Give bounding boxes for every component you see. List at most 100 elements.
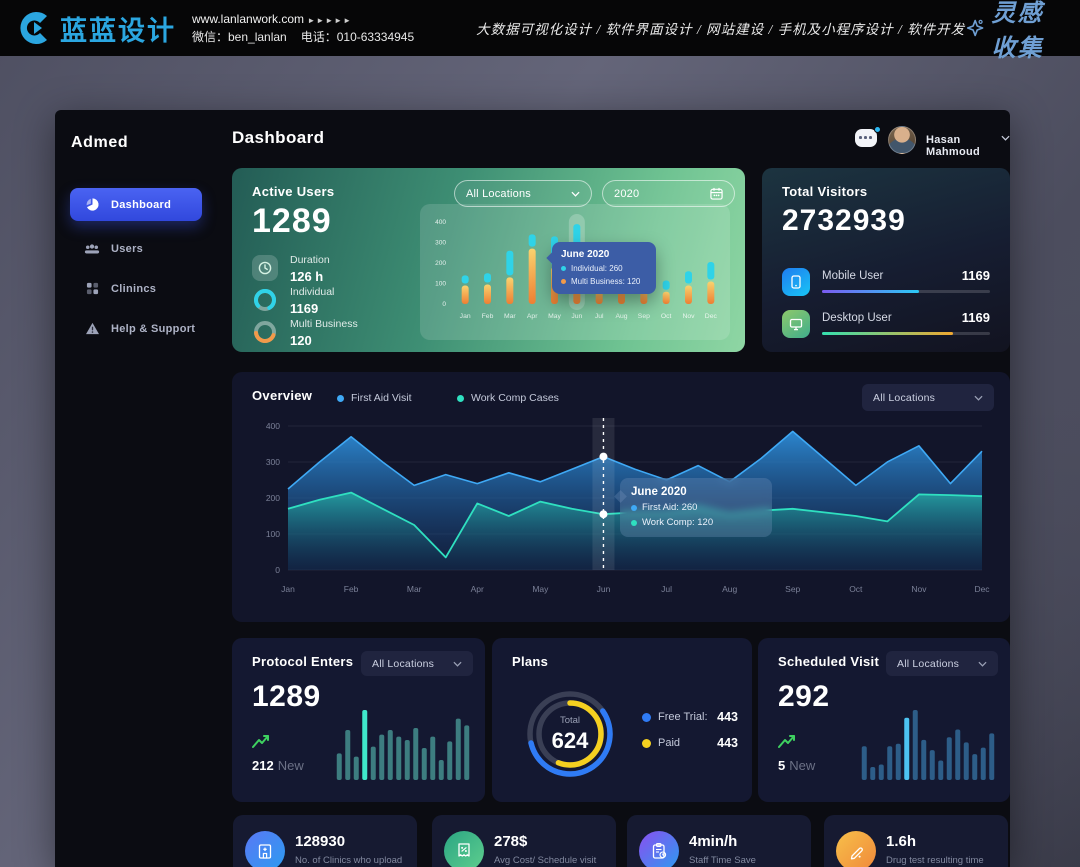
svg-text:300: 300 <box>266 457 280 467</box>
user-name[interactable]: Hasan Mahmoud <box>926 134 981 158</box>
svg-text:Aug: Aug <box>722 584 737 594</box>
location-dropdown[interactable]: All Locations <box>454 180 592 207</box>
svg-text:Mar: Mar <box>407 584 422 594</box>
stat-duration: Duration 126 h <box>252 250 330 286</box>
svg-text:Jun: Jun <box>597 584 611 594</box>
location-dropdown[interactable]: All Locations <box>361 651 473 676</box>
protocol-value: 1289 <box>252 680 321 713</box>
active-users-bar-chart: 400 300 200 100 0 Jan Feb Mar Apr May Jun Jul Aug Sep… <box>420 204 730 340</box>
svg-text:100: 100 <box>266 529 280 539</box>
svg-text:200: 200 <box>266 493 280 503</box>
sidebar-item-help-support[interactable]: Help & Support <box>70 312 202 345</box>
legend-dot <box>631 504 637 511</box>
ring-progress-icon <box>252 319 278 345</box>
arrows-decoration: ►►►►► <box>307 16 352 25</box>
legend-paid: Paid 443 <box>642 736 738 750</box>
chevron-down-icon[interactable] <box>1001 135 1010 141</box>
location-dropdown[interactable]: All Locations <box>886 651 998 676</box>
year-dropdown[interactable]: 2020 <box>602 180 735 207</box>
legend-dot <box>561 279 566 284</box>
legend-work-comp: Work Comp Cases <box>457 392 559 404</box>
card-title: Total Visitors <box>782 184 868 199</box>
page-title: Dashboard <box>232 128 325 147</box>
sidebar-item-clinics[interactable]: Clinincs <box>70 272 202 305</box>
protocol-enters-card: Protocol Enters All Locations 1289 212 Ne… <box>232 638 485 802</box>
total-visitors-card: Total Visitors 2732939 Mobile User 1169 … <box>762 168 1010 352</box>
progress-track <box>822 290 990 293</box>
svg-text:0: 0 <box>275 565 280 575</box>
svg-text:Aug: Aug <box>615 313 627 320</box>
card-title: Protocol Enters <box>252 654 354 669</box>
legend-dot <box>337 394 344 402</box>
lanlan-logo-icon <box>20 12 47 44</box>
collect-text: 灵感收集 <box>991 1 1044 62</box>
warning-triangle-icon <box>84 321 100 337</box>
banner-website: www.lanlanwork.com <box>192 12 305 26</box>
svg-text:May: May <box>548 313 561 320</box>
calendar-icon <box>710 187 723 200</box>
svg-text:Feb: Feb <box>344 584 359 594</box>
stat-value: 4min/h <box>689 833 738 850</box>
sidebar-item-users[interactable]: Users <box>70 232 202 265</box>
legend-dot <box>642 712 651 722</box>
stat-label: No. of Clinics who upload <box>295 855 403 866</box>
sidebar-item-label: Dashboard <box>111 198 172 211</box>
svg-text:Nov: Nov <box>682 313 695 320</box>
sidebar-item-dashboard[interactable]: Dashboard <box>70 188 202 221</box>
progress-fill <box>822 290 920 293</box>
pen-icon <box>836 831 876 867</box>
location-dropdown[interactable]: All Locations <box>862 384 994 411</box>
pie-chart-icon <box>84 197 100 213</box>
svg-text:100: 100 <box>435 281 446 288</box>
hospital-building-icon <box>245 831 285 867</box>
banner-contact: www.lanlanwork.com ►►►►► 微信：ben_lanlan 电话… <box>192 10 428 46</box>
banner-phone: 电话：010-63334945 <box>300 30 415 44</box>
svg-text:Nov: Nov <box>911 584 927 594</box>
protocol-mini-bar-chart <box>336 710 470 780</box>
stat-value: 1.6h <box>886 833 917 850</box>
card-title: Plans <box>512 654 549 669</box>
chat-bubble-icon <box>855 129 877 147</box>
desktop-monitor-icon <box>782 310 810 338</box>
svg-text:Jan: Jan <box>460 313 471 320</box>
legend-free-trial: Free Trial: 443 <box>642 710 738 724</box>
svg-text:Oct: Oct <box>661 313 672 320</box>
scheduled-value: 292 <box>778 680 830 713</box>
progress-fill <box>822 332 954 335</box>
stat-label: Drug test resulting time <box>886 855 984 866</box>
chevron-down-icon <box>571 191 580 197</box>
grid-icon <box>84 281 100 297</box>
scheduled-mini-bar-chart <box>861 710 995 780</box>
svg-text:Oct: Oct <box>849 584 863 594</box>
svg-text:Mar: Mar <box>504 313 516 320</box>
avg-cost-card: 278$ Avg Cost/ Schedule visit <box>432 815 616 867</box>
stat-value: 128930 <box>295 833 346 850</box>
stat-label: Staff Time Save <box>689 855 756 866</box>
legend-dot <box>631 519 637 526</box>
avatar[interactable] <box>888 126 916 154</box>
progress-track <box>822 332 990 335</box>
sidebar: Admed Dashboard Users Clinincs <box>55 110 220 867</box>
card-title: Scheduled Visit <box>778 654 880 669</box>
active-users-card: Active Users All Locations 2020 1289 Dur… <box>232 168 745 352</box>
app-brand: Admed <box>71 134 129 151</box>
ring-progress-icon <box>252 287 278 313</box>
staff-time-save-card: 4min/h Staff Time Save <box>627 815 811 867</box>
svg-text:200: 200 <box>435 260 446 267</box>
visitor-row-desktop: Desktop User 1169 <box>782 310 990 340</box>
banner-wechat: 微信：ben_lanlan <box>192 30 287 44</box>
users-icon <box>84 241 100 257</box>
stat-individual: Individual 1169 <box>252 282 334 318</box>
svg-text:400: 400 <box>435 219 446 226</box>
messages-button[interactable] <box>855 126 881 151</box>
stat-label: Avg Cost/ Schedule visit <box>494 855 597 866</box>
sidebar-item-label: Clinincs <box>111 282 157 295</box>
notification-dot <box>874 126 881 133</box>
card-title: Overview <box>252 388 313 403</box>
svg-text:Apr: Apr <box>527 313 538 320</box>
svg-text:Dec: Dec <box>705 313 718 320</box>
stat-value: 278$ <box>494 833 528 850</box>
svg-text:Feb: Feb <box>482 313 494 320</box>
banner-services: 大数据可视化设计 / 软件界面设计 / 网站建设 / 手机及小程序设计 / 软件… <box>476 22 966 37</box>
svg-text:0: 0 <box>442 301 446 308</box>
